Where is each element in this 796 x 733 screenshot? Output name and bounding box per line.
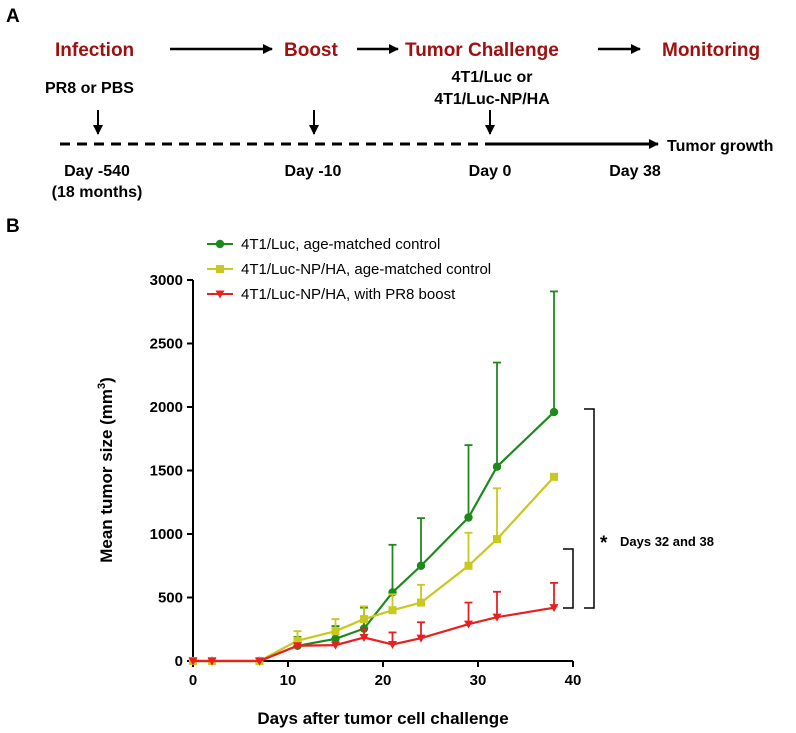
legend-label: 4T1/Luc-NP/HA, with PR8 boost [241,286,456,303]
legend-label: 4T1/Luc-NP/HA, age-matched control [241,261,491,278]
legend-marker [215,239,225,249]
data-point [359,634,369,643]
data-point [550,472,558,481]
data-point [388,640,397,649]
legend-item: 4T1/Luc, age-matched control [207,236,440,253]
day-label-0: Day 0 [469,163,512,180]
significance-bracket-outer [584,408,595,609]
y-tick-label: 1000 [150,526,183,543]
data-point [549,604,559,613]
chart-legend: 4T1/Luc, age-matched control 4T1/Luc-NP/H… [207,236,491,303]
day-label-minus10: Day -10 [285,163,342,180]
legend-item: 4T1/Luc-NP/HA, age-matched control [207,261,491,278]
stage-monitoring: Monitoring [662,40,760,61]
data-point [331,634,340,643]
data-point [207,657,217,666]
challenge-note-line2: 4T1/Luc-NP/HA [434,91,550,108]
legend-marker [216,265,224,273]
plot-area [188,290,559,666]
data-point [464,620,473,629]
data-point [464,513,473,522]
panel-a-label: A [6,6,20,27]
series-1 [188,290,559,666]
day-sub-18-months: (18 months) [52,184,143,201]
x-tick-label: 30 [470,672,487,689]
x-ticks: 0 10 20 30 40 [189,661,582,689]
data-point [416,561,426,570]
data-point [388,606,397,615]
data-point [293,636,302,645]
x-tick-label: 20 [375,672,392,689]
data-point [492,613,502,622]
data-point [360,615,368,624]
y-tick-label: 500 [158,590,183,607]
series-3 [188,581,559,666]
series-line [193,476,555,663]
data-point [493,535,501,544]
data-point [492,462,502,471]
panel-a: A Infection Boost Tumor Challenge Monito… [6,6,773,201]
significance-bracket-inner [563,548,574,609]
tumor-growth-label: Tumor growth [667,138,773,155]
stage-tumor-challenge: Tumor Challenge [405,40,559,61]
panel-b: B 4T1/Luc, age-matched control 4T1/Luc-NP… [6,216,714,728]
legend-item: 4T1/Luc-NP/HA, with PR8 boost [207,286,456,303]
day-label-minus540: Day -540 [64,163,130,180]
y-tick-label: 2000 [150,399,183,416]
x-axis-title: Days after tumor cell challenge [257,709,508,728]
data-point [293,642,302,651]
significance-label: Days 32 and 38 [620,534,714,549]
stage-infection: Infection [55,40,134,61]
x-tick-label: 40 [565,672,582,689]
y-tick-label: 2500 [150,336,183,353]
legend-label: 4T1/Luc, age-matched control [241,236,440,253]
data-point [188,657,198,666]
x-tick-label: 0 [189,672,197,689]
data-point [417,598,425,607]
y-tick-label: 0 [175,653,183,670]
panel-b-label: B [6,216,20,237]
data-point [331,641,340,650]
infection-note: PR8 or PBS [45,80,134,97]
data-point [255,657,264,666]
data-point [416,634,426,643]
series-2 [189,472,558,665]
data-point [464,561,473,570]
x-tick-label: 10 [280,672,297,689]
significance-asterisk: * [600,533,608,554]
stage-boost: Boost [284,40,339,61]
y-axis-title: Mean tumor size (mm3) [96,377,116,563]
legend-marker [215,290,225,299]
y-tick-label: 3000 [150,272,183,289]
challenge-note-line1: 4T1/Luc or [452,69,533,86]
y-tick-label: 1500 [150,463,183,480]
data-point [331,627,340,636]
y-ticks: 0 500 1000 1500 2000 2500 3000 [150,272,193,670]
day-label-38: Day 38 [609,163,661,180]
data-point [549,407,559,417]
